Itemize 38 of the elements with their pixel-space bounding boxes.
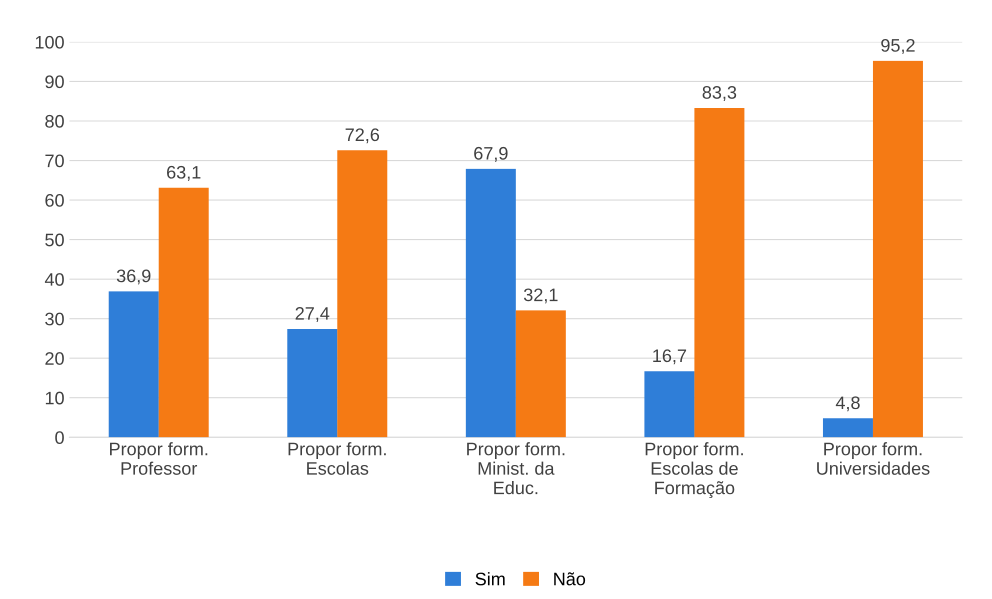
y-tick-label: 90: [45, 75, 64, 88]
y-tick-label: 30: [45, 312, 64, 326]
bar: [822, 418, 873, 438]
bar: [872, 60, 923, 438]
y-tick-label: 20: [45, 352, 64, 365]
data-label: 27,4: [296, 307, 330, 322]
x-tick-label: Propor form. Escolas: [288, 442, 386, 475]
data-label: 67,9: [474, 146, 508, 162]
bar: [158, 188, 209, 438]
bar: [108, 291, 159, 438]
bar: [466, 168, 516, 438]
y-tick-label: 0: [55, 431, 64, 444]
bar: [337, 150, 388, 438]
y-tick-label: 100: [36, 36, 64, 49]
data-label: 95,2: [881, 38, 915, 54]
bar: [644, 371, 694, 438]
data-label: 63,1: [167, 166, 200, 181]
data-label: 36,9: [116, 269, 150, 284]
bar: [694, 108, 744, 438]
y-tick-label: 70: [45, 154, 64, 168]
data-label: 72,6: [346, 128, 380, 144]
x-tick-label: Propor form. Minist. da Educ.: [467, 442, 564, 494]
y-tick-label: 50: [45, 234, 64, 246]
y-tick-label: 40: [44, 273, 64, 286]
x-tick-label: Propor form. Universidades: [817, 442, 930, 475]
data-label: 16,7: [653, 349, 686, 364]
y-tick-label: 80: [45, 114, 64, 128]
x-tick-label: Propor form. Professor: [110, 442, 208, 475]
legend-label: Sim: [476, 572, 505, 586]
data-label: 83,3: [702, 86, 736, 101]
bar: [287, 328, 338, 438]
y-tick-label: 60: [45, 194, 64, 207]
data-label: 32,1: [524, 288, 558, 304]
x-tick-label: Propor form. Escolas de Formação: [646, 442, 743, 498]
data-label: 4,8: [836, 396, 860, 412]
bar: [516, 310, 566, 438]
legend-label: Não: [554, 572, 586, 586]
y-tick-label: 10: [46, 392, 64, 404]
